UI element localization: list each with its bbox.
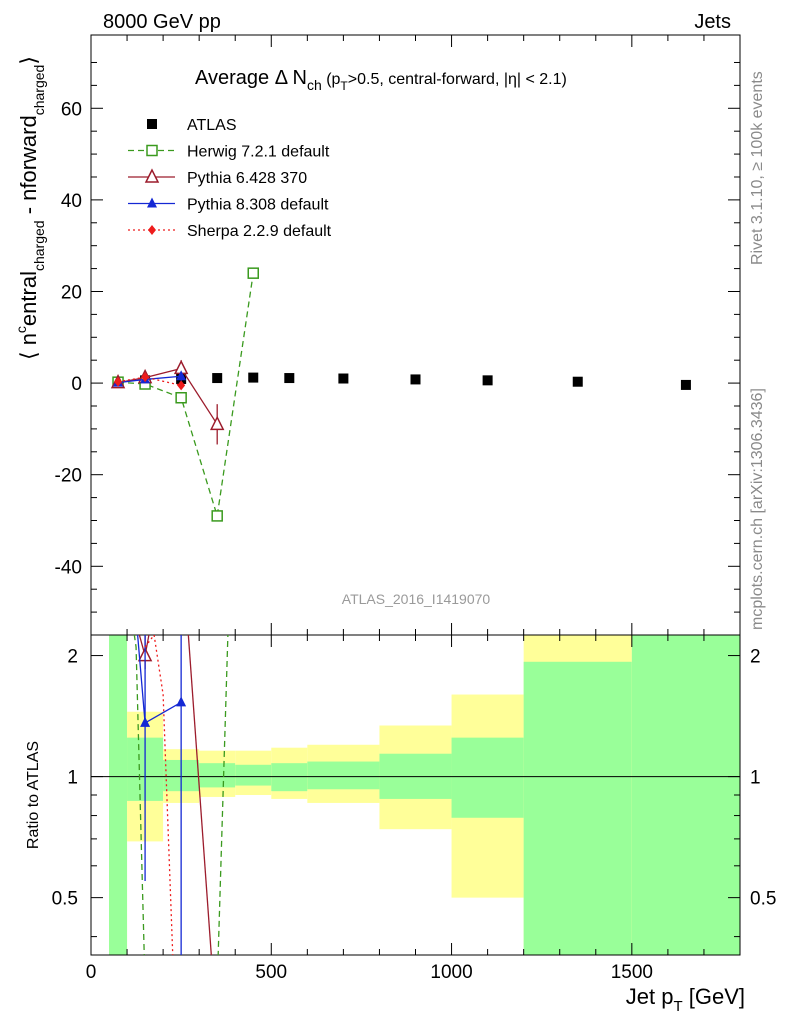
ratio-y-tick-label: 0.5 xyxy=(52,889,78,910)
ratio-band-green xyxy=(523,661,632,955)
ratio-band-green xyxy=(631,635,740,955)
legend-marker xyxy=(148,225,156,235)
ratio-band-green xyxy=(199,763,236,788)
ratio-band-green xyxy=(307,761,380,790)
ratio-line xyxy=(217,635,229,955)
ratio-line xyxy=(138,635,150,656)
chart-title: Average Δ Nch (pT>0.5, central-forward, … xyxy=(195,67,567,93)
ratio-line xyxy=(133,635,145,955)
data-point xyxy=(209,415,225,431)
data-point xyxy=(176,370,187,381)
data-point xyxy=(284,373,295,384)
x-tick-label: 500 xyxy=(255,962,287,983)
y-tick-label: -20 xyxy=(55,466,82,487)
data-point xyxy=(482,375,493,386)
data-point xyxy=(572,376,583,387)
ratio-line xyxy=(144,635,174,955)
ratio-y-tick-label-right: 1 xyxy=(750,768,761,789)
ratio-band-green xyxy=(109,635,128,955)
ratio-series-layer xyxy=(133,635,229,955)
legend-label: Pythia 6.428 370 xyxy=(187,170,307,187)
ratio-uncertainty-bands xyxy=(109,635,740,955)
data-point xyxy=(248,372,259,383)
ratio-point xyxy=(176,696,187,707)
ratio-y-tick-label: 1 xyxy=(67,768,78,789)
ratio-y-axis-label: Ratio to ATLAS xyxy=(25,741,42,849)
data-point xyxy=(211,510,223,522)
legend-marker xyxy=(144,168,160,183)
y-tick-label: 40 xyxy=(61,191,82,212)
analysis-watermark: ATLAS_2016_I1419070 xyxy=(342,591,491,607)
ratio-line xyxy=(187,635,212,955)
ratio-band-green xyxy=(271,763,308,792)
ratio-line xyxy=(136,635,182,724)
main-series-layer xyxy=(110,267,691,522)
ratio-band-green xyxy=(451,737,524,818)
header-right: Jets xyxy=(694,11,731,33)
main-y-axis-label: ⟨ ncentralcharged - nforwardcharged⟩ xyxy=(13,56,47,360)
y-tick-label: 0 xyxy=(71,374,82,395)
ratio-y-tick-label: 2 xyxy=(67,647,78,668)
legend-label: Sherpa 2.2.9 default xyxy=(187,223,332,240)
y-tick-label: 20 xyxy=(61,282,82,303)
data-point xyxy=(175,391,187,404)
legend: ATLAS Herwig 7.2.1 default Pythia 6.428 37… xyxy=(128,117,332,240)
data-point xyxy=(410,374,421,385)
data-point xyxy=(141,372,150,383)
ratio-band-green xyxy=(235,764,272,786)
legend-marker xyxy=(147,119,157,129)
axes-ticks: 0 500 1000 1500 -40 -20 0 20 40 60 0.5 0.5 1 1 2 2 xyxy=(52,35,776,983)
legend-label: ATLAS xyxy=(187,117,237,134)
header-left: 8000 GeV pp xyxy=(103,11,221,33)
data-point xyxy=(177,380,186,391)
y-tick-label: 60 xyxy=(61,99,82,120)
series-line xyxy=(117,367,218,425)
data-point xyxy=(247,267,259,279)
ratio-y-tick-label-right: 2 xyxy=(750,647,761,668)
y-tick-label: -40 xyxy=(55,557,82,578)
data-point xyxy=(114,376,123,387)
data-point xyxy=(338,373,349,384)
ratio-point xyxy=(140,716,151,727)
ratio-y-tick-label-right: 0.5 xyxy=(750,889,776,910)
x-tick-label: 1500 xyxy=(611,962,653,983)
data-point xyxy=(680,379,691,390)
rivet-label: Rivet 3.1.10, ≥ 100k events xyxy=(749,71,766,265)
legend-label: Pythia 8.308 default xyxy=(187,197,329,214)
x-tick-label: 1000 xyxy=(430,962,472,983)
legend-marker xyxy=(147,197,157,208)
legend-label: Herwig 7.2.1 default xyxy=(187,144,330,161)
legend-marker xyxy=(146,144,158,157)
mcplots-label: mcplots.cern.ch [arXiv:1306.3436] xyxy=(749,388,766,630)
x-tick-label: 0 xyxy=(86,962,97,983)
x-axis-label: Jet pT [GeV] xyxy=(626,984,745,1015)
data-point xyxy=(212,373,223,384)
